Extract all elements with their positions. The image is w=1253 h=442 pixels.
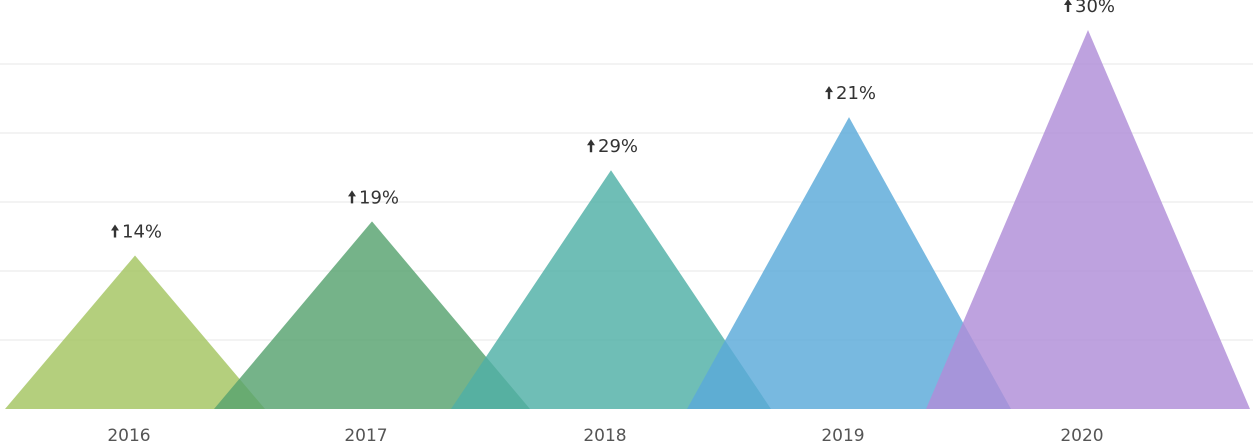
arrow-up-icon: [111, 224, 119, 238]
triangle-2016: [5, 255, 265, 409]
data-label-2020: 30%: [1064, 0, 1115, 17]
data-label-2018: 29%: [587, 136, 638, 157]
x-tick-label-2018: 2018: [583, 426, 626, 442]
data-label-text: 14%: [122, 222, 162, 243]
triangle-series: [5, 30, 1250, 410]
triangle-2017: [214, 221, 530, 409]
data-label-2019: 21%: [825, 83, 876, 104]
data-label-text: 19%: [359, 187, 399, 208]
x-tick-label-2017: 2017: [344, 426, 387, 442]
x-axis: 2016 2017 2018 2019 2020: [107, 426, 1103, 442]
triangle-2019: [687, 117, 1011, 410]
data-label-text: 29%: [598, 136, 638, 157]
triangle-2018: [451, 170, 771, 409]
arrow-up-icon: [348, 190, 356, 204]
data-label-text: 21%: [836, 83, 876, 104]
arrow-up-icon: [587, 139, 595, 153]
arrow-up-icon: [1064, 0, 1072, 12]
data-label-text: 30%: [1075, 0, 1115, 17]
data-label-2016: 14%: [111, 222, 162, 243]
value-labels: 14% 19% 29% 21% 30%: [111, 0, 1115, 243]
triangle-2020: [926, 30, 1250, 409]
arrow-up-icon: [825, 86, 833, 100]
x-tick-label-2016: 2016: [107, 426, 150, 442]
x-tick-label-2020: 2020: [1060, 426, 1103, 442]
data-label-2017: 19%: [348, 187, 399, 208]
x-tick-label-2019: 2019: [821, 426, 864, 442]
